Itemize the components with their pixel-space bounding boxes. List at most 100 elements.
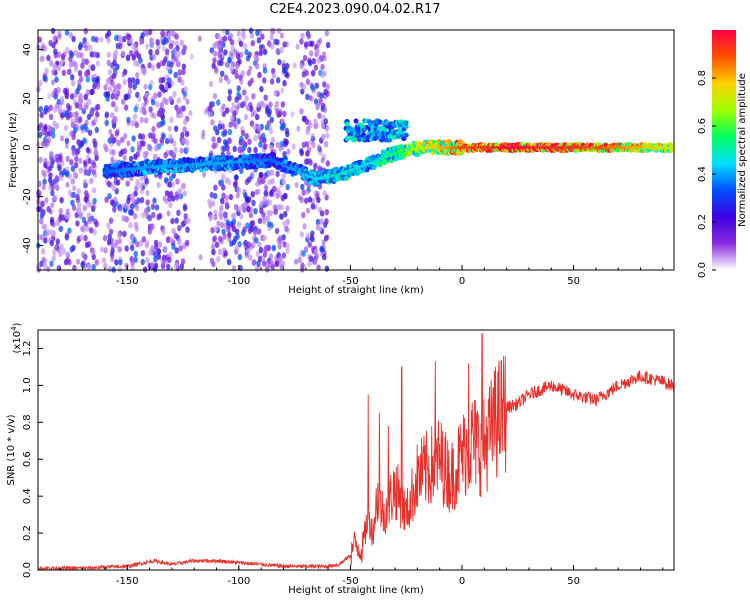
heatmap-cell bbox=[256, 260, 261, 267]
heatmap-cell bbox=[301, 250, 306, 257]
heatmap-cell bbox=[324, 140, 329, 148]
heatmap-cell bbox=[301, 189, 306, 196]
heatmap-cell bbox=[207, 198, 212, 205]
heatmap-cell bbox=[319, 245, 324, 253]
heatmap-cell bbox=[213, 209, 218, 216]
heatmap-cell bbox=[70, 178, 76, 185]
heatmap-cell bbox=[113, 34, 119, 42]
heatmap-cell bbox=[182, 126, 187, 133]
heatmap-cell bbox=[248, 244, 253, 251]
heatmap-cell bbox=[264, 244, 269, 251]
snr-y-label: SNR (10 * v/v) bbox=[6, 414, 17, 485]
heatmap-cell bbox=[176, 97, 181, 104]
heatmap-cell bbox=[273, 89, 278, 97]
heatmap-cell bbox=[255, 29, 260, 37]
heatmap-cell bbox=[403, 120, 409, 126]
heatmap-cell bbox=[167, 125, 172, 132]
heatmap-cell bbox=[78, 41, 84, 49]
heatmap-cell bbox=[174, 40, 179, 47]
heatmap-cell bbox=[210, 119, 215, 126]
heatmap-cell bbox=[114, 105, 119, 113]
heatmap-cell bbox=[83, 27, 89, 35]
heatmap-cell bbox=[67, 189, 72, 196]
heatmap-cell bbox=[164, 198, 169, 205]
heatmap-cell bbox=[37, 36, 43, 43]
heatmap-cell bbox=[141, 106, 146, 113]
heatmap-cell bbox=[86, 71, 91, 78]
heatmap-cell bbox=[216, 33, 221, 40]
heatmap-cell bbox=[236, 30, 241, 37]
heatmap-cell bbox=[92, 83, 97, 90]
heatmap-cell bbox=[214, 65, 219, 72]
heatmap-cell bbox=[43, 157, 48, 164]
heatmap-cell bbox=[59, 197, 64, 204]
heatmap-cell bbox=[69, 130, 74, 137]
heatmap-cell bbox=[313, 162, 318, 170]
heatmap-cell bbox=[229, 107, 234, 114]
heatmap-cell bbox=[157, 158, 163, 164]
heatmap-cell bbox=[308, 122, 313, 129]
heatmap-cell bbox=[163, 152, 168, 159]
heatmap-cell bbox=[94, 105, 99, 112]
heatmap-cell bbox=[250, 40, 255, 47]
heatmap-cell bbox=[156, 62, 161, 69]
heatmap-cell bbox=[294, 258, 298, 265]
heatmap-cell bbox=[161, 76, 166, 84]
heatmap-cell bbox=[217, 123, 222, 130]
heatmap-cell bbox=[128, 221, 133, 229]
heatmap-cell bbox=[310, 40, 315, 47]
heatmap-cell bbox=[229, 65, 234, 72]
heatmap-cell bbox=[231, 225, 237, 233]
heatmap-cell bbox=[112, 115, 117, 122]
heatmap-cell bbox=[135, 241, 140, 248]
y-tick-label: 0.0 bbox=[22, 562, 33, 578]
heatmap-cell bbox=[352, 136, 358, 142]
heatmap-cell bbox=[275, 141, 280, 148]
heatmap-cell bbox=[269, 259, 274, 266]
figure-title: C2E4.2023.090.04.02.R17 bbox=[269, 2, 441, 17]
heatmap-cell bbox=[65, 208, 70, 215]
heatmap-cell bbox=[110, 256, 115, 263]
heatmap-cell bbox=[107, 86, 113, 93]
heatmap-cell bbox=[110, 199, 115, 206]
heatmap-cell bbox=[197, 35, 202, 42]
heatmap-cell bbox=[48, 113, 54, 121]
heatmap-cell bbox=[65, 155, 70, 163]
heatmap-cell bbox=[71, 79, 76, 87]
y-tick-label: 0.2 bbox=[22, 525, 33, 541]
heatmap-cell bbox=[160, 30, 165, 37]
heatmap-cell bbox=[231, 265, 237, 272]
heatmap-cell bbox=[237, 253, 242, 261]
heatmap-cell bbox=[311, 58, 316, 65]
heatmap-cell bbox=[115, 128, 120, 135]
spectrogram-panel: -150 -100 -50 0 50 -40 -20 0 20 40 Height of str… bbox=[8, 27, 675, 296]
heatmap-cell bbox=[163, 37, 168, 44]
heatmap-cell bbox=[244, 95, 249, 102]
heatmap-cell bbox=[307, 196, 313, 203]
heatmap-cell bbox=[228, 32, 234, 40]
heatmap-cell bbox=[387, 137, 392, 143]
y-tick-label: 40 bbox=[22, 43, 33, 56]
heatmap-cell bbox=[219, 205, 224, 212]
heatmap-cell bbox=[169, 116, 174, 124]
heatmap-cell bbox=[222, 139, 228, 146]
heatmap-cell bbox=[234, 245, 239, 252]
heatmap-cell bbox=[275, 170, 280, 178]
heatmap-cell bbox=[310, 69, 316, 77]
heatmap-cell bbox=[55, 238, 60, 245]
heatmap-cell bbox=[213, 50, 218, 57]
heatmap-cell bbox=[259, 85, 264, 93]
heatmap-cell bbox=[226, 150, 231, 157]
heatmap-cell bbox=[223, 74, 229, 81]
heatmap-cell bbox=[299, 38, 304, 45]
heatmap-cell bbox=[157, 91, 162, 98]
heatmap-cell bbox=[107, 69, 113, 76]
heatmap-cell bbox=[232, 212, 237, 219]
heatmap-cell bbox=[218, 53, 222, 60]
heatmap-cell bbox=[114, 259, 119, 266]
x-tick-label: -100 bbox=[227, 576, 250, 587]
heatmap-cell bbox=[179, 147, 184, 154]
heatmap-cell bbox=[122, 35, 127, 43]
heatmap-cell bbox=[92, 142, 97, 149]
heatmap-cell bbox=[325, 160, 330, 167]
